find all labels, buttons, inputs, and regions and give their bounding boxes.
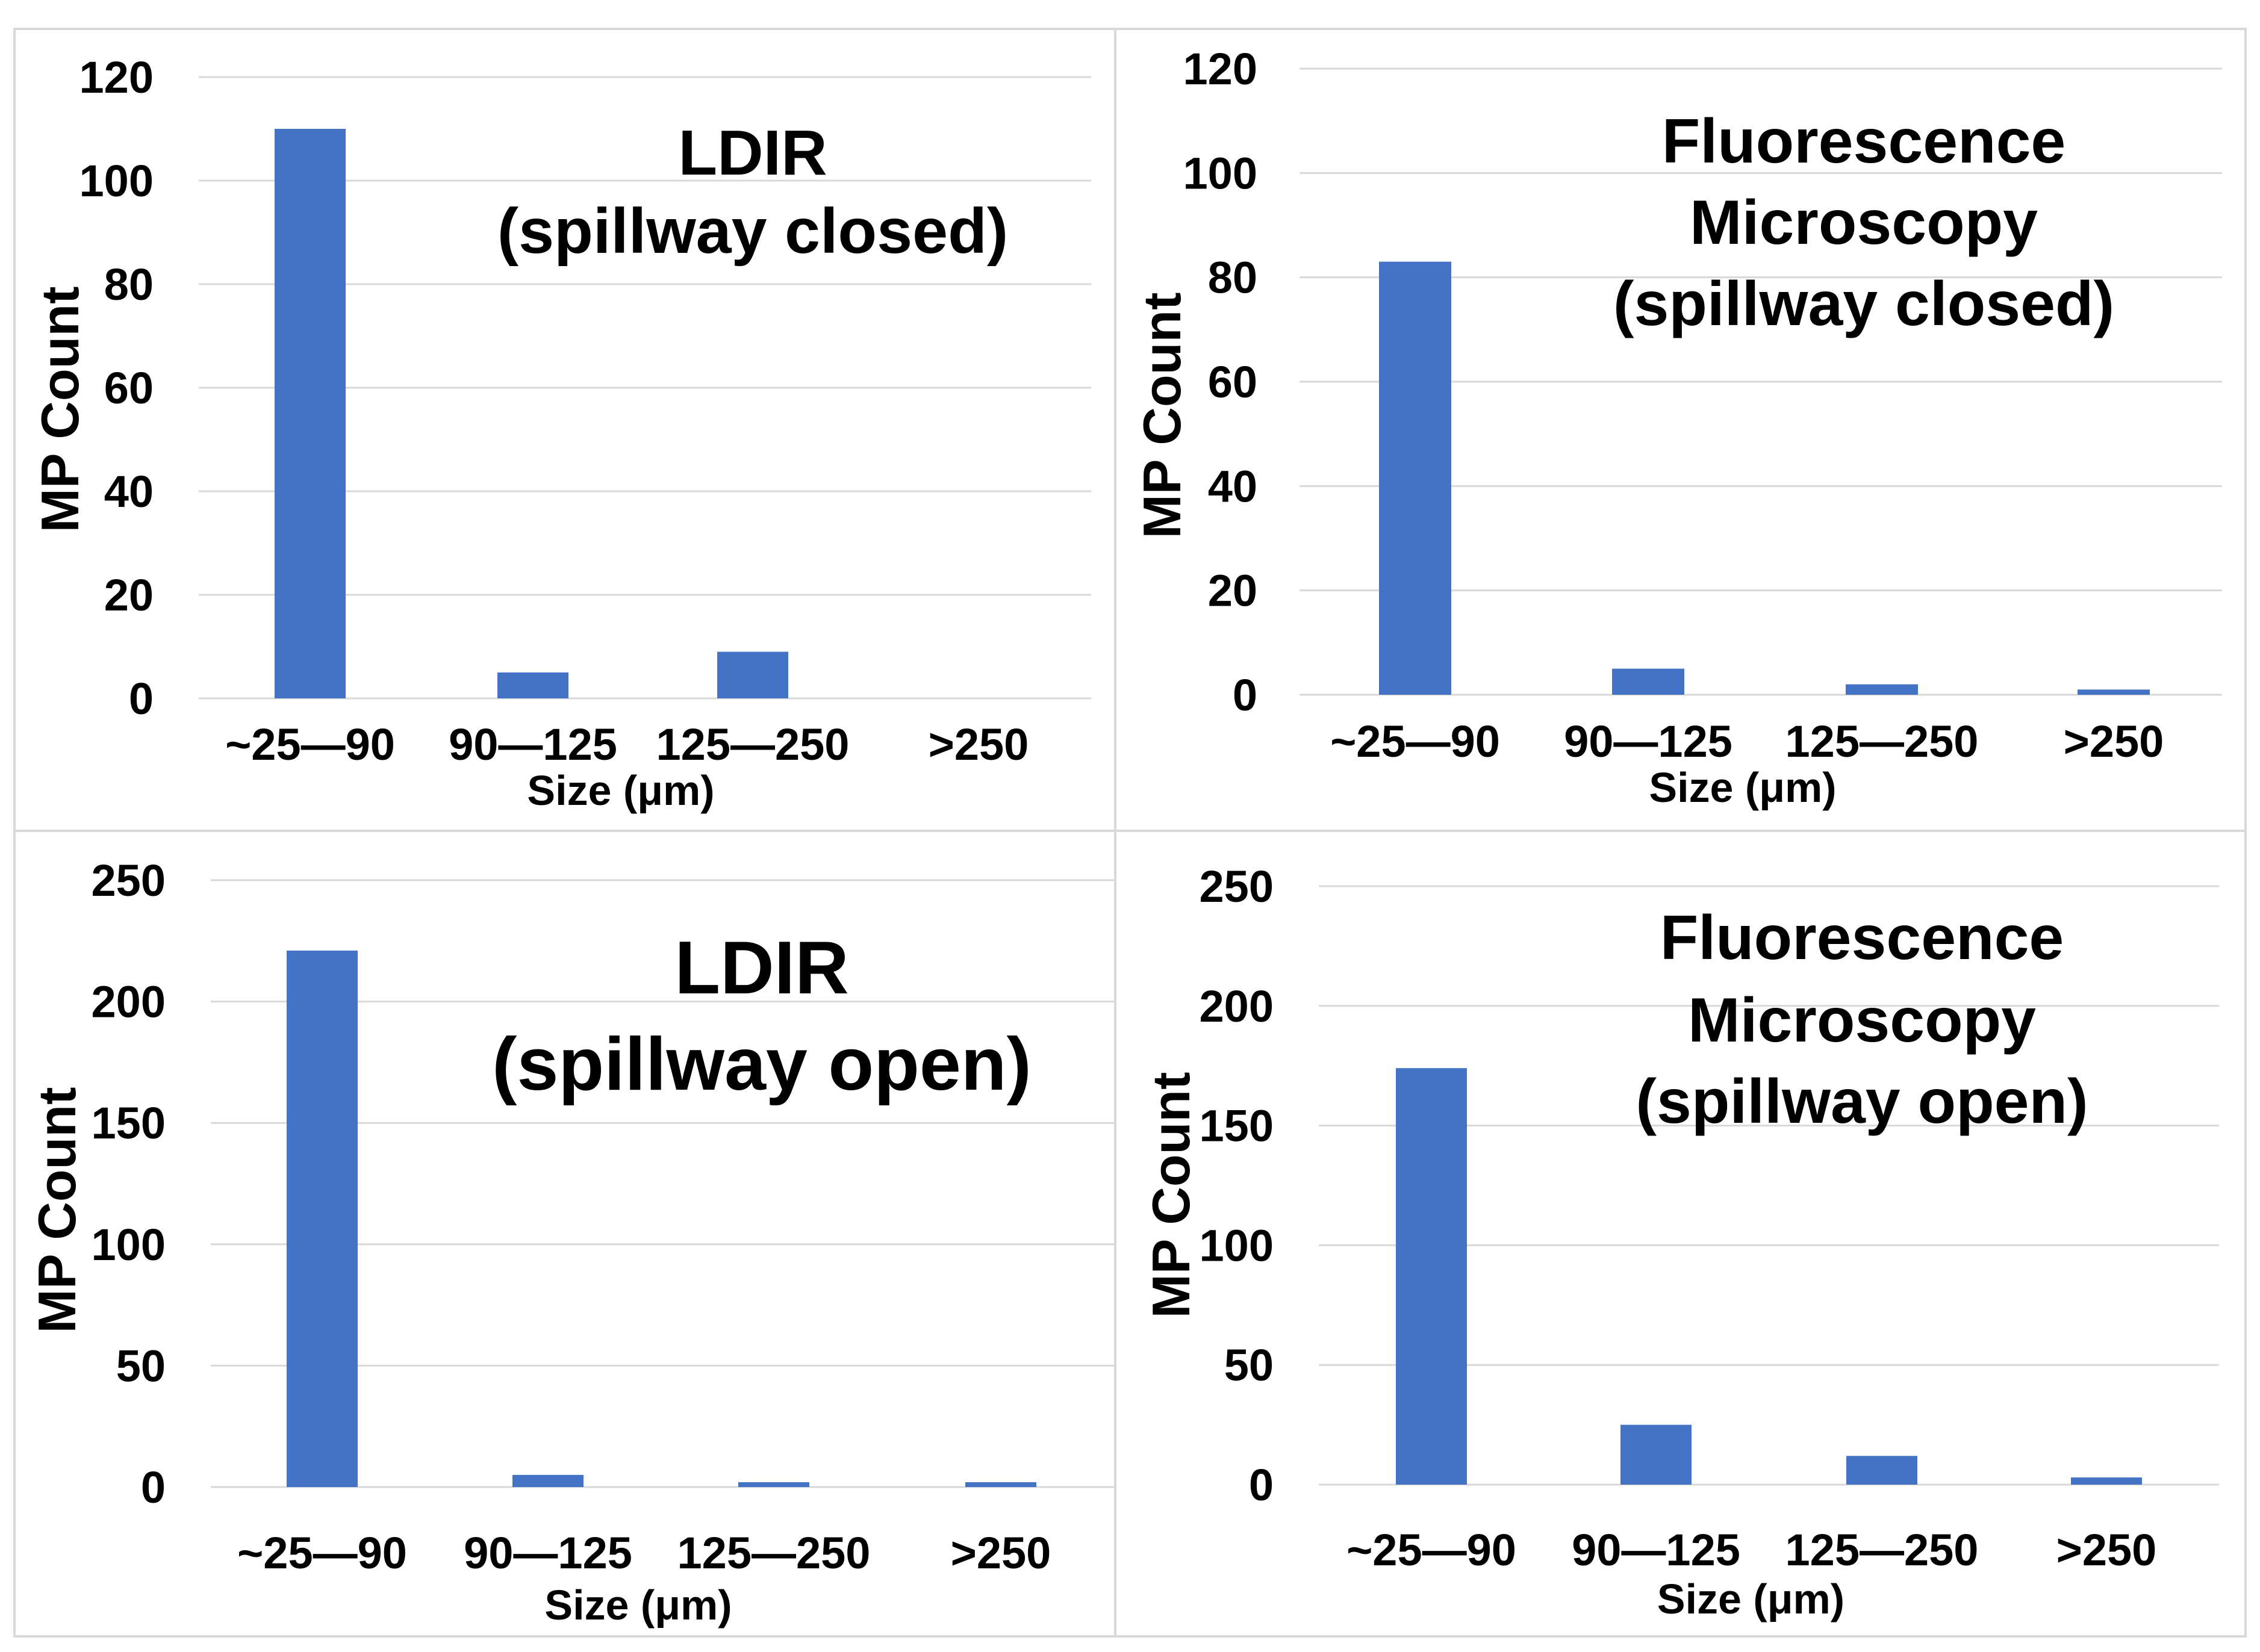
y-tick-label: 200 [1200,981,1274,1031]
x-axis-title: Size (μm) [544,1582,732,1629]
x-tick-label: 90—125 [449,719,617,769]
chart-title-line: Fluorescence [1662,107,2066,176]
y-axis-title: MP Count [27,1087,87,1334]
y-tick-label: 0 [141,1462,166,1512]
chart-title-line: (spillway open) [492,1023,1032,1106]
x-tick-label: >250 [2056,1525,2157,1575]
x-axis-title: Size (μm) [527,767,714,814]
y-tick-label: 0 [1249,1460,1274,1510]
x-tick-label: ~25—90 [237,1528,407,1578]
bar-2 [1620,1424,1692,1485]
y-tick-label: 0 [129,674,154,724]
x-tick-label: ~25—90 [225,719,395,769]
bar-1 [287,950,358,1487]
bar-3 [1846,1456,1917,1485]
x-axis-title: Size (μm) [1657,1576,1844,1622]
x-tick-label: 125—250 [1785,716,1979,766]
x-tick-label: 125—250 [656,719,850,769]
chart-title-line: (spillway open) [1636,1067,2088,1137]
chart-title-line: LDIR [678,117,827,188]
y-tick-label: 50 [116,1341,166,1391]
bar-4 [2078,689,2150,695]
y-tick-label: 100 [92,1220,166,1270]
chart-panel-3: 0 50 100 150 200 250 ~25—90 90—125 125—250 >250 Si… [13,830,1116,1638]
y-tick-label: 50 [1224,1340,1274,1390]
x-tick-label: ~25—90 [1346,1525,1516,1575]
y-tick-label: 250 [92,856,166,905]
y-axis-title: MP Count [30,287,90,533]
y-tick-label: 60 [1208,357,1257,407]
y-tick-label: 120 [79,52,154,102]
y-tick-label: 0 [1233,670,1257,720]
x-tick-label: 125—250 [677,1528,871,1578]
x-tick-label: >250 [929,719,1029,769]
chart-panel-2: 0 20 40 60 80 100 120 ~25—90 90—125 125—250 >250 Si… [1114,28,2247,832]
x-tick-label: >250 [2064,716,2164,766]
chart-title-line: LDIR [674,927,848,1010]
y-tick-label: 40 [1208,461,1257,511]
bar-2 [1612,668,1684,695]
bar-2 [497,672,568,698]
bar-1 [1396,1068,1467,1485]
y-tick-label: 40 [104,467,154,517]
y-tick-label: 100 [79,156,154,206]
x-tick-label: >250 [951,1528,1051,1578]
y-tick-label: 20 [104,570,154,620]
bar-3 [717,651,788,698]
bar-1 [275,129,346,698]
y-tick-label: 200 [92,977,166,1027]
chart-panel-4: 0 50 100 150 200 250 ~25—90 90—125 125—250 >250 Si… [1114,830,2247,1638]
y-tick-label: 60 [104,363,154,413]
bar-1 [1379,261,1451,695]
panel-border [13,28,1116,832]
y-axis-title: MP Count [1141,1072,1201,1318]
chart-title-line: (spillway closed) [1613,269,2114,339]
panel-border [1114,830,2247,1638]
chart-title-line: Fluorescence [1660,903,2064,973]
x-tick-label: 90—125 [1564,716,1732,766]
bar-3 [1846,684,1918,695]
y-tick-label: 250 [1200,862,1274,911]
y-tick-label: 80 [104,259,154,309]
y-tick-label: 20 [1208,566,1257,616]
chart-title-line: (spillway closed) [497,196,1008,267]
chart-title-line: Microscopy [1688,986,2036,1055]
y-tick-label: 120 [1183,44,1257,94]
bar-3 [738,1482,809,1487]
bar-4 [965,1482,1036,1487]
y-tick-label: 150 [92,1098,166,1148]
panel-border [13,830,1116,1638]
bar-4 [2071,1477,2142,1485]
bar-2 [512,1474,584,1487]
chart-panel-1: 0 20 40 60 80 100 120 ~25—90 90—125 125—250 >250 Si… [13,28,1116,832]
chart-title-line: Microscopy [1690,188,2038,258]
x-tick-label: 90—125 [464,1528,632,1578]
y-axis-title: MP Count [1132,293,1192,539]
y-tick-label: 100 [1200,1220,1274,1270]
y-tick-label: 80 [1208,253,1257,303]
x-tick-label: ~25—90 [1330,716,1500,766]
x-tick-label: 125—250 [1785,1525,1979,1575]
y-tick-label: 150 [1200,1101,1274,1151]
x-axis-title: Size (μm) [1649,764,1836,811]
y-tick-label: 100 [1183,148,1257,198]
x-tick-label: 90—125 [1572,1525,1740,1575]
